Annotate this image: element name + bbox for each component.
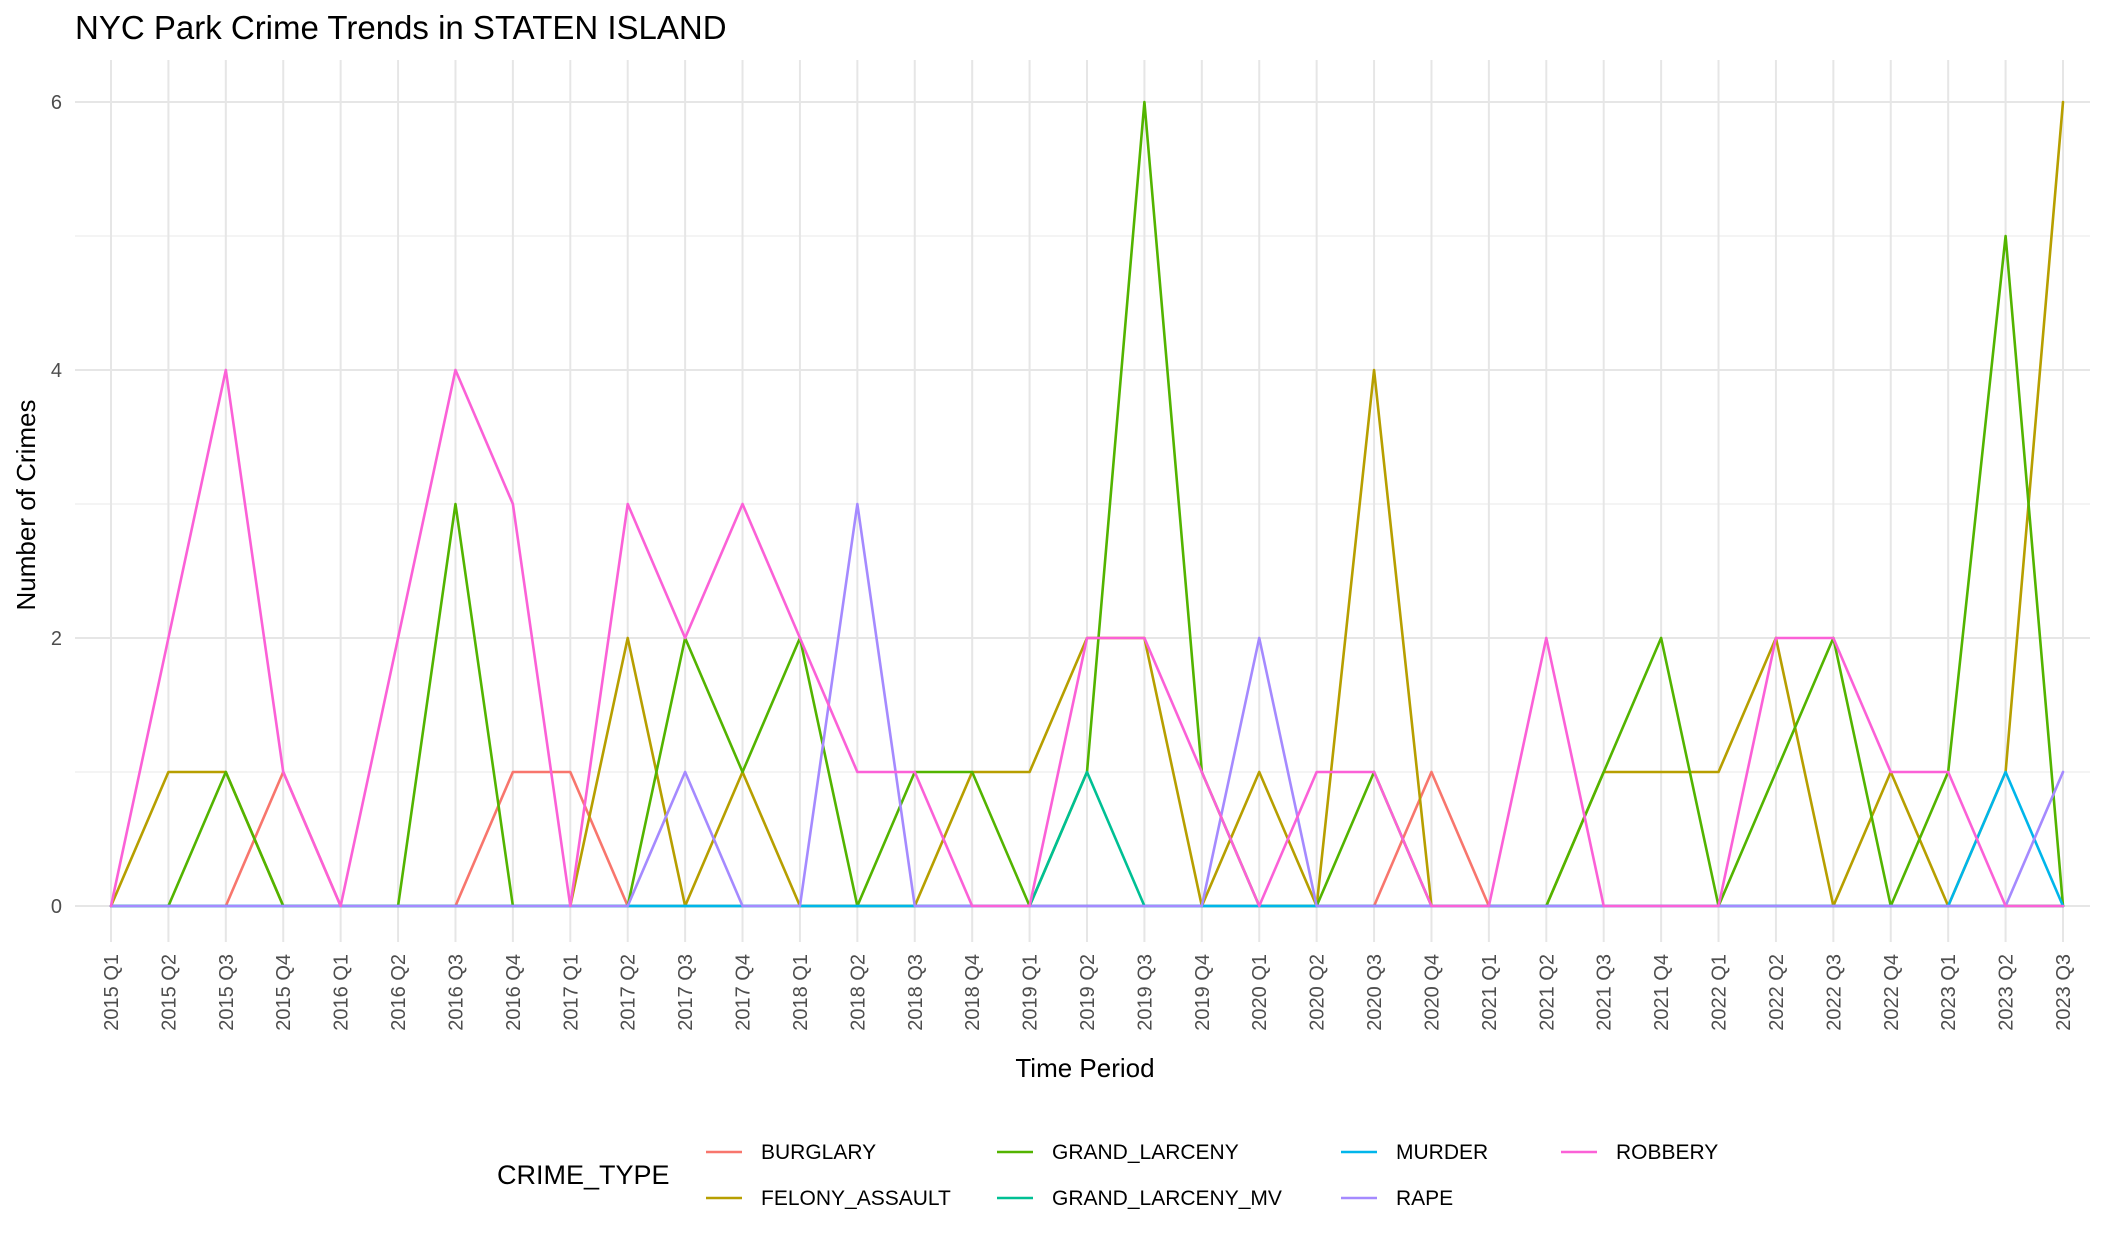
legend-item-burglary: BURGLARY	[706, 1141, 876, 1164]
x-tick-label: 2021 Q2	[1536, 954, 1558, 1031]
legend-label: GRAND_LARCENY_MV	[1052, 1187, 1282, 1210]
x-tick-label: 2016 Q1	[331, 954, 353, 1031]
x-tick-label: 2022 Q4	[1881, 954, 1903, 1031]
legend-title: CRIME_TYPE	[497, 1160, 670, 1190]
series-layer	[109, 100, 2065, 908]
x-tick-label: 2015 Q4	[273, 954, 295, 1031]
x-tick-label: 2017 Q2	[618, 954, 640, 1031]
x-tick-label: 2022 Q3	[1823, 954, 1845, 1031]
x-tick-label: 2018 Q1	[790, 954, 812, 1031]
y-axis-ticks: 0 2 4 6	[51, 92, 62, 918]
legend-items: BURGLARY FELONY_ASSAULT GRAND_LARCENY GRAND…	[706, 1141, 1718, 1210]
legend-label: RAPE	[1396, 1187, 1453, 1210]
x-tick-label: 2019 Q1	[1020, 954, 1042, 1031]
y-axis-title: Number of Crimes	[11, 400, 41, 611]
x-tick-label: 2022 Q2	[1766, 954, 1788, 1031]
x-tick-label: 2021 Q4	[1651, 954, 1673, 1031]
y-tick-label: 0	[51, 896, 62, 918]
legend-item-grand-larceny-mv: GRAND_LARCENY_MV	[997, 1187, 1282, 1210]
legend: CRIME_TYPE BURGLARY FELONY_ASSAULT GRAND_L…	[497, 1141, 1718, 1210]
x-tick-label: 2020 Q1	[1249, 954, 1271, 1031]
x-tick-label: 2016 Q3	[445, 954, 467, 1031]
legend-item-rape: RAPE	[1341, 1187, 1453, 1210]
x-axis-ticks: 2015 Q1 2015 Q2 2015 Q3 2015 Q4 2016 Q1 2016 …	[101, 954, 2075, 1031]
x-tick-label: 2020 Q2	[1307, 954, 1329, 1031]
x-tick-label: 2021 Q3	[1594, 954, 1616, 1031]
legend-label: BURGLARY	[761, 1141, 876, 1164]
y-tick-label: 2	[51, 628, 62, 650]
x-tick-label: 2018 Q4	[962, 954, 984, 1031]
x-tick-label: 2019 Q4	[1192, 954, 1214, 1031]
x-tick-label: 2017 Q1	[560, 954, 582, 1031]
x-tick-label: 2023 Q3	[2053, 954, 2075, 1031]
x-tick-label: 2018 Q2	[847, 954, 869, 1031]
grid-layer	[75, 60, 2090, 942]
x-tick-label: 2020 Q4	[1421, 954, 1443, 1031]
y-tick-label: 4	[51, 360, 62, 382]
series-line-rape	[109, 502, 2065, 908]
legend-label: MURDER	[1396, 1141, 1488, 1164]
legend-label: GRAND_LARCENY	[1052, 1141, 1239, 1164]
x-tick-label: 2023 Q2	[1996, 954, 2018, 1031]
x-tick-label: 2017 Q3	[675, 954, 697, 1031]
legend-label: ROBBERY	[1616, 1141, 1718, 1164]
x-tick-label: 2015 Q2	[158, 954, 180, 1031]
chart-title: NYC Park Crime Trends in STATEN ISLAND	[75, 9, 727, 46]
x-tick-label: 2017 Q4	[733, 954, 755, 1031]
x-tick-label: 2022 Q1	[1709, 954, 1731, 1031]
x-tick-label: 2018 Q3	[905, 954, 927, 1031]
x-tick-label: 2016 Q2	[388, 954, 410, 1031]
legend-item-grand-larceny: GRAND_LARCENY	[997, 1141, 1239, 1164]
x-tick-label: 2019 Q2	[1077, 954, 1099, 1031]
x-tick-label: 2019 Q3	[1134, 954, 1156, 1031]
series-line-robbery	[109, 368, 2065, 908]
legend-label: FELONY_ASSAULT	[761, 1187, 951, 1210]
x-tick-label: 2015 Q1	[101, 954, 123, 1031]
x-tick-label: 2023 Q1	[1938, 954, 1960, 1031]
legend-item-murder: MURDER	[1341, 1141, 1488, 1164]
x-axis-title: Time Period	[1015, 1053, 1154, 1083]
x-tick-label: 2015 Q3	[216, 954, 238, 1031]
legend-item-robbery: ROBBERY	[1561, 1141, 1718, 1164]
x-tick-label: 2016 Q4	[503, 954, 525, 1031]
x-tick-label: 2021 Q1	[1479, 954, 1501, 1031]
y-tick-label: 6	[51, 92, 62, 114]
legend-item-felony-assault: FELONY_ASSAULT	[706, 1187, 951, 1210]
x-tick-label: 2020 Q3	[1364, 954, 1386, 1031]
